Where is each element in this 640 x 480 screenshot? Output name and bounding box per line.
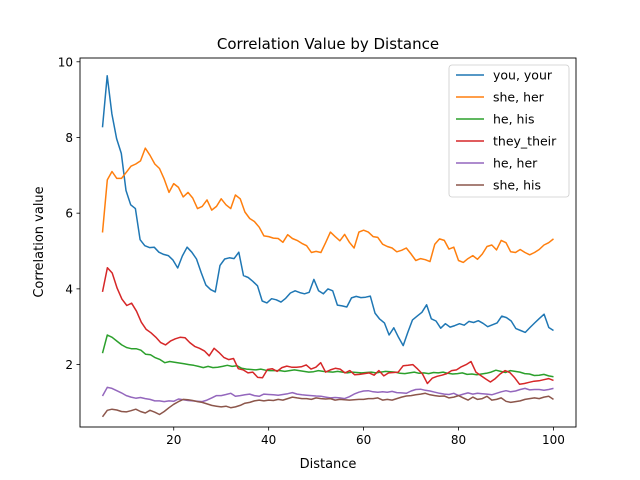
legend-label: she, her <box>493 90 545 105</box>
x-tick-label: 20 <box>166 433 181 447</box>
legend-label: they_their <box>493 134 557 149</box>
x-tick-label: 60 <box>356 433 371 447</box>
y-tick-label: 6 <box>65 207 73 221</box>
series-line-4 <box>101 386 554 403</box>
x-tick-label: 100 <box>542 433 565 447</box>
legend-label: he, his <box>493 112 534 127</box>
legend-label: she, his <box>493 178 541 193</box>
x-tick-label: 40 <box>261 433 276 447</box>
series-line-5 <box>101 392 554 418</box>
series-line-1 <box>101 147 554 264</box>
y-axis: 2 4 6 8 10 <box>58 55 80 372</box>
y-tick-label: 4 <box>65 282 73 296</box>
x-axis-title: Distance <box>300 457 357 472</box>
y-tick-label: 8 <box>65 131 73 145</box>
legend-label: he, her <box>493 156 538 171</box>
series-line-3 <box>101 266 554 385</box>
y-axis-title: Correlation value <box>32 186 47 297</box>
legend-box <box>448 64 570 198</box>
plot-frame <box>79 57 577 428</box>
x-axis: 20 40 60 80 100 <box>166 427 565 447</box>
series-line-0 <box>101 75 554 347</box>
legend-label: you, your <box>493 68 553 83</box>
x-tick-label: 80 <box>451 433 466 447</box>
y-tick-label: 2 <box>65 358 73 372</box>
chart-title: Correlation Value by Distance <box>217 35 439 53</box>
series-layer <box>101 75 554 418</box>
y-tick-label: 10 <box>58 55 73 69</box>
legend: you, your she, her he, his they_their he, he… <box>448 64 570 198</box>
